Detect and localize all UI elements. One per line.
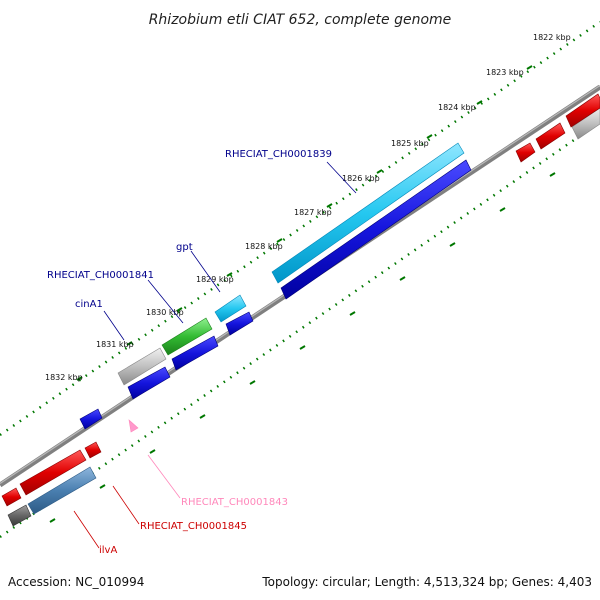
tick-mark <box>549 172 556 177</box>
tick-mark <box>476 100 483 105</box>
gene-label[interactable]: cinA1 <box>75 299 103 310</box>
gene-label[interactable]: gpt <box>176 242 193 253</box>
genome-summary-text: Topology: circular; Length: 4,513,324 bp… <box>261 575 592 589</box>
tick-mark <box>326 203 333 208</box>
tick-mark <box>376 169 383 174</box>
tick-mark <box>299 345 306 350</box>
tick-mark <box>49 518 56 523</box>
tick-mark <box>76 376 83 381</box>
callout-line <box>190 250 221 293</box>
outer-ticks <box>76 65 533 381</box>
gene-callouts <box>73 161 357 549</box>
gene-cds-reverse[interactable] <box>171 335 219 371</box>
tick-mark <box>276 238 283 243</box>
gene-cds-reverse[interactable] <box>127 366 171 400</box>
tick-mark <box>226 272 233 277</box>
tick-mark <box>249 380 256 385</box>
inner-ticks <box>49 172 556 523</box>
tick-mark <box>126 341 133 346</box>
gene-cds-reverse[interactable] <box>79 408 103 430</box>
tick-mark <box>176 307 183 312</box>
callout-line <box>147 454 181 499</box>
gene-cds-forward[interactable] <box>214 294 247 323</box>
tick-label: 1823 kbp <box>486 68 524 77</box>
gene-pseudo[interactable] <box>117 347 167 386</box>
outer-ruler-dotted <box>0 20 600 437</box>
callout-line <box>103 310 125 341</box>
callout-line <box>147 279 184 324</box>
callout-line <box>73 510 100 549</box>
tick-label: 1826 kbp <box>342 174 380 183</box>
tick-mark <box>399 276 406 281</box>
gene-red[interactable] <box>84 441 102 459</box>
accession-text: Accession: NC_010994 <box>8 575 144 589</box>
gene-label[interactable]: RHECIAT_CH0001839 <box>225 149 332 160</box>
tick-mark <box>499 207 506 212</box>
tick-labels: 1822 kbp 1823 kbp 1824 kbp 1825 kbp 1826… <box>45 33 571 382</box>
gene-label[interactable]: RHECIAT_CH0001841 <box>47 270 154 281</box>
gene-red[interactable] <box>1 487 22 507</box>
tick-mark <box>199 414 206 419</box>
callout-line <box>112 485 140 525</box>
gene-label[interactable]: ilvA <box>99 545 117 556</box>
tick-mark <box>426 134 433 139</box>
gene-dark[interactable] <box>7 504 32 527</box>
gene-steel[interactable] <box>27 466 97 515</box>
gene-cds-reverse[interactable] <box>225 311 254 336</box>
gene-cds-reverse[interactable] <box>280 159 472 300</box>
tick-label: 1828 kbp <box>245 242 283 251</box>
gene-rna[interactable] <box>161 317 213 356</box>
gene-cds-forward[interactable] <box>271 142 465 284</box>
tick-label: 1830 kbp <box>146 308 184 317</box>
tick-mark <box>526 65 533 70</box>
gene-red[interactable] <box>515 142 536 163</box>
gene-red[interactable] <box>565 93 600 128</box>
tick-label: 1829 kbp <box>196 275 234 284</box>
gene-red[interactable] <box>19 449 87 496</box>
gene-label[interactable]: RHECIAT_CH0001843 <box>181 497 288 508</box>
gene-red[interactable] <box>535 122 566 150</box>
tick-mark <box>449 242 456 247</box>
tick-label: 1825 kbp <box>391 139 429 148</box>
gene-label[interactable]: RHECIAT_CH0001845 <box>140 521 247 532</box>
tick-mark <box>99 484 106 489</box>
tick-mark <box>349 311 356 316</box>
tick-label: 1827 kbp <box>294 208 332 217</box>
tick-label: 1831 kbp <box>96 340 134 349</box>
tick-label: 1824 kbp <box>438 103 476 112</box>
gene-marker-pink[interactable] <box>128 419 139 433</box>
tick-label: 1822 kbp <box>533 33 571 42</box>
tick-mark <box>149 449 156 454</box>
callout-line <box>326 161 357 194</box>
map-title: Rhizobium etli CIAT 652, complete genome <box>149 12 452 28</box>
tick-label: 1832 kbp <box>45 373 83 382</box>
